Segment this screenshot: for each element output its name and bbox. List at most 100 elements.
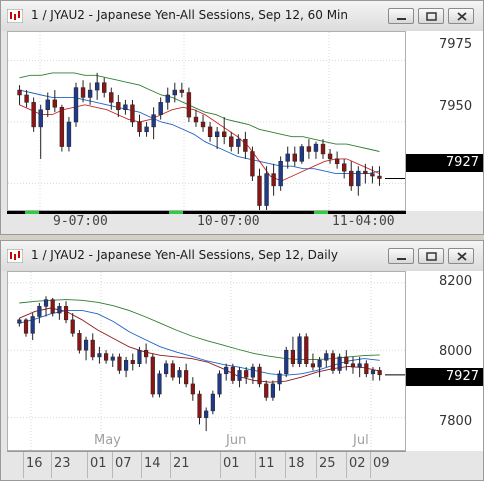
candle-body xyxy=(123,104,128,110)
candle-body xyxy=(377,175,382,179)
candle-body xyxy=(257,175,262,206)
candle-body xyxy=(264,383,269,398)
candle-body xyxy=(50,299,55,314)
candle-body xyxy=(222,131,227,137)
candle-body xyxy=(177,370,182,378)
candle-body xyxy=(270,383,275,398)
candle-body xyxy=(137,121,142,133)
candle-body xyxy=(244,370,249,378)
minimize-button[interactable] xyxy=(388,248,414,264)
candle-body xyxy=(229,136,234,147)
candle-body xyxy=(324,353,329,361)
restore-icon xyxy=(426,12,437,21)
candle-body xyxy=(304,336,309,364)
chart-app-icon xyxy=(7,9,23,23)
minimize-icon xyxy=(397,258,406,260)
candle-body xyxy=(90,339,95,358)
candle-body xyxy=(170,363,175,378)
month-label: Jul xyxy=(352,433,369,448)
date-tick xyxy=(285,452,286,478)
candle-body xyxy=(370,173,375,177)
close-button[interactable] xyxy=(448,8,474,24)
candle-body xyxy=(80,87,86,98)
candle-body xyxy=(52,99,58,108)
date-tick xyxy=(346,452,347,478)
last-price-tag: 7927 xyxy=(406,368,483,386)
candle-body xyxy=(94,82,100,91)
candle-body xyxy=(193,116,199,123)
date-tick xyxy=(87,452,88,478)
candle-body xyxy=(364,363,369,375)
date-label: 14 xyxy=(144,456,161,471)
date-tick xyxy=(23,452,24,478)
candle-body xyxy=(230,366,235,381)
session-marker xyxy=(314,211,328,214)
price-plot[interactable]: May Jun Jul xyxy=(7,271,406,451)
candle-body xyxy=(57,306,62,314)
candle-body xyxy=(197,393,202,418)
session-marker xyxy=(25,211,39,214)
minimize-button[interactable] xyxy=(388,8,414,24)
time-label: 9-07:00 xyxy=(53,214,108,229)
candle-body xyxy=(144,126,149,133)
date-tick xyxy=(255,452,256,478)
candle-body xyxy=(297,336,302,364)
window-title: 1 / JYAU2 - Japanese Yen-All Sessions, S… xyxy=(31,8,348,22)
candle-body xyxy=(179,89,185,93)
close-button[interactable] xyxy=(448,248,474,264)
date-label: 02 xyxy=(349,456,366,471)
date-axis-divider xyxy=(7,451,406,452)
candle-body xyxy=(277,373,282,385)
candle-body xyxy=(207,126,213,137)
time-label: 11-04:00 xyxy=(332,214,395,229)
candle-body xyxy=(37,306,42,317)
candle-body xyxy=(157,373,162,395)
candle-body xyxy=(306,146,312,152)
candle-body xyxy=(284,349,289,375)
month-label: Jun xyxy=(225,433,246,448)
candle-body xyxy=(103,353,109,361)
candle-body xyxy=(210,393,215,412)
restore-button[interactable] xyxy=(418,8,444,24)
title-bar[interactable]: 1 / JYAU2 - Japanese Yen-All Sessions, S… xyxy=(1,1,483,31)
candle-body xyxy=(43,299,49,307)
candle-body xyxy=(45,99,50,110)
candle-body xyxy=(110,356,115,361)
candle-body xyxy=(292,153,297,162)
candle-body xyxy=(165,94,170,103)
title-bar[interactable]: 1 / JYAU2 - Japanese Yen-All Sessions, S… xyxy=(1,241,483,271)
date-label: 07 xyxy=(115,456,132,471)
moving-average-line xyxy=(19,307,380,383)
minimize-icon xyxy=(397,18,406,20)
price-plot[interactable] xyxy=(7,31,406,211)
candle-body xyxy=(31,102,36,128)
date-axis: 16 23 01 07 14 21 01 11 18 25 02 09 xyxy=(7,451,406,480)
candle-body xyxy=(264,173,269,206)
restore-button[interactable] xyxy=(418,248,444,264)
price-tick: 7975 xyxy=(439,37,473,52)
candle-body xyxy=(250,151,255,177)
candle-body xyxy=(144,349,149,358)
date-label: 25 xyxy=(319,456,336,471)
candle-body xyxy=(278,161,283,187)
candle-body xyxy=(341,163,347,172)
candle-body xyxy=(124,360,129,371)
candle-body xyxy=(217,373,222,395)
candle-body xyxy=(83,339,89,351)
candle-body xyxy=(313,143,319,152)
price-tick: 7800 xyxy=(439,414,473,429)
candle-body xyxy=(200,121,206,128)
candle-body xyxy=(344,356,349,364)
date-tick xyxy=(51,452,52,478)
date-label: 01 xyxy=(90,456,107,471)
candle-body xyxy=(130,104,135,123)
candle-body xyxy=(310,363,316,368)
date-tick xyxy=(112,452,113,478)
candle-body xyxy=(184,370,189,385)
price-tick: 8200 xyxy=(439,274,473,289)
candle-body xyxy=(204,410,209,418)
date-label: 01 xyxy=(223,456,240,471)
candle-body xyxy=(102,82,107,93)
candle-body xyxy=(357,363,362,368)
candle-body xyxy=(317,360,322,368)
